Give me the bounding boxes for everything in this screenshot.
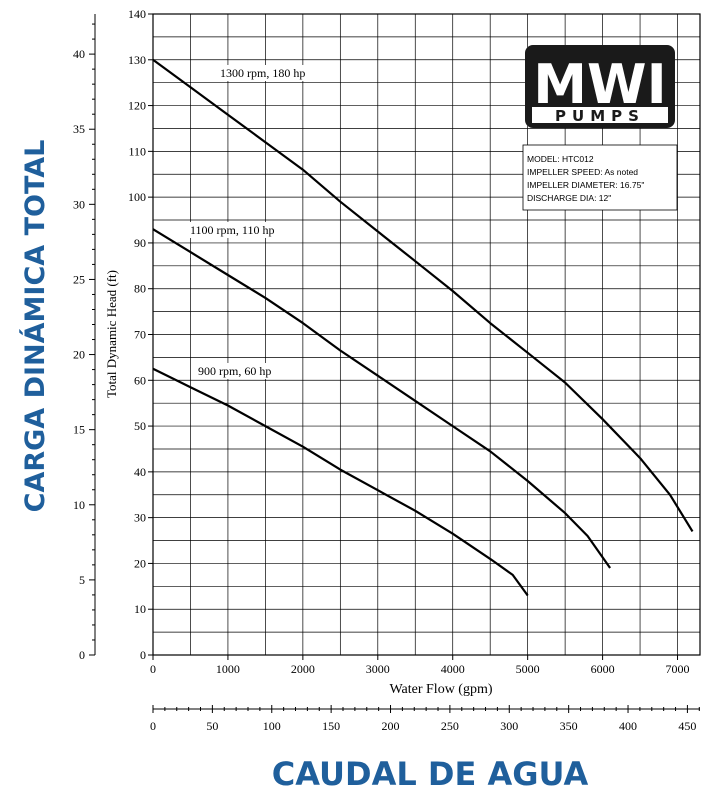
y-tick-label: 0	[140, 648, 146, 662]
y-tick-label: 10	[134, 602, 146, 616]
series-line	[152, 367, 529, 597]
secondary-y-tick-label: 30	[73, 197, 85, 211]
x-tick-label: 1000	[216, 662, 240, 676]
info-box-frame	[522, 144, 678, 211]
series-line	[152, 58, 694, 532]
y-tick-label: 120	[128, 99, 146, 113]
series-labels: 1300 rpm, 180 hp 1100 rpm, 110 hp 900 rpm,…	[187, 65, 321, 379]
info-impeller-speed: IMPELLER SPEED: As noted	[527, 167, 638, 177]
x-axis-title: Water Flow (gpm)	[389, 682, 492, 697]
secondary-x-tick-label: 150	[322, 719, 340, 733]
secondary-x-tick-label: 400	[619, 719, 637, 733]
secondary-x-axis-title: CAUDAL DE AGUA	[272, 755, 589, 789]
secondary-x-tick-label: 300	[500, 719, 518, 733]
info-model: MODEL: HTC012	[527, 154, 594, 164]
series-label: 900 rpm, 60 hp	[198, 364, 271, 378]
secondary-y-tick-label: 35	[73, 122, 85, 136]
secondary-y-tick-label: 15	[73, 423, 85, 437]
series-label: 1300 rpm, 180 hp	[220, 66, 305, 80]
x-tick-label: 6000	[591, 662, 615, 676]
x-tick-label: 4000	[441, 662, 465, 676]
y-tick-label: 100	[128, 190, 146, 204]
x-tick-label: 2000	[291, 662, 315, 676]
secondary-x-tick-label: 250	[441, 719, 459, 733]
y-tick-label: 130	[128, 53, 146, 67]
series	[152, 58, 694, 597]
series-label-bg	[187, 222, 291, 238]
x-tick-label: 5000	[516, 662, 540, 676]
info-impeller-diameter: IMPELLER DIAMETER: 16.75"	[527, 180, 644, 190]
y-tick-label: 70	[134, 328, 146, 342]
secondary-y-tick-label: 5	[79, 573, 85, 587]
y-tick-label: 50	[134, 419, 146, 433]
secondary-y-tick-label: 40	[73, 47, 85, 61]
y-tick-label: 40	[134, 465, 146, 479]
y-tick-label: 60	[134, 373, 146, 387]
series-label-bg	[195, 363, 287, 379]
logo-text-bottom: PUMPS	[555, 107, 645, 125]
logo-text-top: MWI	[533, 53, 666, 116]
secondary-x-tick-label: 50	[206, 719, 218, 733]
secondary-y-tick-label: 0	[79, 648, 85, 662]
y-axis-title: Total Dynamic Head (ft)	[104, 270, 119, 398]
secondary-y-tick-label: 10	[73, 498, 85, 512]
y-tick-label: 110	[128, 144, 146, 158]
pump-info-box: MODEL: HTC012 IMPELLER SPEED: As noted I…	[522, 144, 678, 211]
secondary-x-tick-label: 350	[560, 719, 578, 733]
x-tick-label: 7000	[666, 662, 690, 676]
x-tick-label: 3000	[366, 662, 390, 676]
secondary-y-axis-title: CARGA DINÁMICA TOTAL	[19, 140, 51, 513]
secondary-x-tick-label: 200	[382, 719, 400, 733]
y-tick-label: 30	[134, 511, 146, 525]
secondary-x-tick-label: 0	[150, 719, 156, 733]
secondary-x-tick-label: 450	[678, 719, 696, 733]
info-discharge-dia: DISCHARGE DIA: 12"	[527, 193, 611, 203]
logo-pumps-band	[532, 107, 668, 123]
y-tick-label: 90	[134, 236, 146, 250]
secondary-y-tick-label: 25	[73, 272, 85, 286]
y-tick-label: 80	[134, 282, 146, 296]
y-tick-label: 20	[134, 556, 146, 570]
mwi-pumps-logo: MWI PUMPS	[525, 45, 675, 128]
y-tick-label: 140	[128, 7, 146, 21]
secondary-y-tick-label: 20	[73, 348, 85, 362]
series-label: 1100 rpm, 110 hp	[190, 223, 274, 237]
secondary-x-tick-label: 100	[263, 719, 281, 733]
series-label-bg	[217, 65, 321, 81]
x-tick-label: 0	[150, 662, 156, 676]
series-line	[152, 228, 611, 569]
